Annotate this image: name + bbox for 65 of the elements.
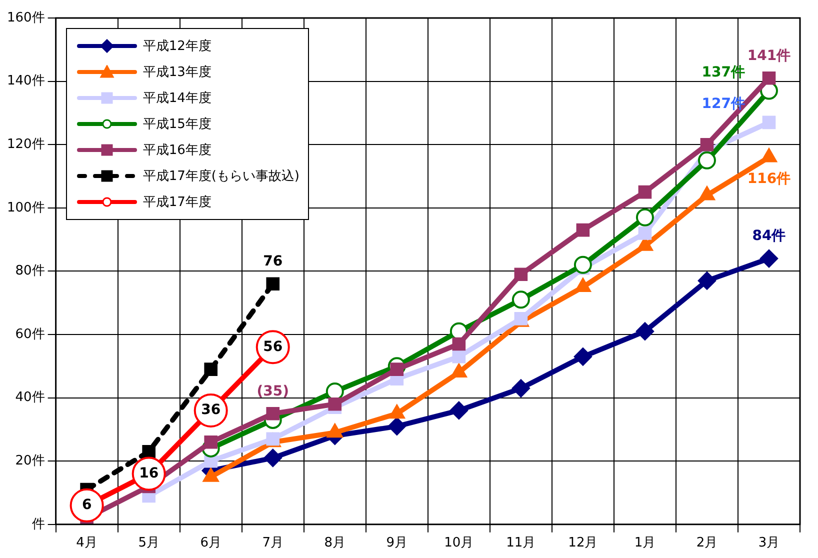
data-label: 36 xyxy=(201,402,221,418)
y-tick-label: 120件 xyxy=(6,136,45,152)
point xyxy=(698,272,716,290)
x-tick-label: 12月 xyxy=(568,536,598,551)
y-tick-label: 140件 xyxy=(6,74,45,89)
data-label: 56 xyxy=(263,338,283,355)
point xyxy=(264,448,282,467)
y-tick-label: 60件 xyxy=(15,326,45,342)
point xyxy=(636,322,654,340)
point xyxy=(762,71,776,85)
y-tick-label: 160件 xyxy=(6,10,45,26)
legend-label: 平成13年度 xyxy=(142,64,212,81)
legend-label: 平成16年度 xyxy=(142,142,212,159)
point xyxy=(514,268,528,282)
data-label: 116件 xyxy=(747,170,791,187)
legend-label: 平成17年度(もらい事故込) xyxy=(142,168,300,185)
x-tick-label: 3月 xyxy=(758,536,780,551)
point xyxy=(266,277,280,291)
y-tick-label: 40件 xyxy=(15,390,45,406)
point xyxy=(204,362,218,376)
point xyxy=(574,256,592,274)
x-tick-label: 6月 xyxy=(200,536,222,551)
x-tick-label: 11月 xyxy=(506,536,536,551)
point xyxy=(762,116,776,130)
point xyxy=(328,397,342,411)
data-label: 84件 xyxy=(752,228,786,244)
point xyxy=(450,401,468,420)
y-tick-label: 80件 xyxy=(15,264,45,279)
point xyxy=(700,138,714,152)
x-tick-label: 9月 xyxy=(386,536,408,551)
legend-label: 平成12年度 xyxy=(142,38,212,55)
data-label: 6 xyxy=(82,497,92,514)
point xyxy=(638,226,652,240)
point xyxy=(512,379,530,398)
data-label: 141件 xyxy=(747,48,791,64)
point xyxy=(204,435,218,449)
point xyxy=(266,406,280,420)
point xyxy=(574,348,592,366)
point xyxy=(452,337,466,351)
legend-label: 平成17年度 xyxy=(142,194,212,211)
point xyxy=(638,185,652,199)
x-tick-label: 5月 xyxy=(138,536,160,551)
point xyxy=(142,444,156,458)
x-tick-label: 2月 xyxy=(696,536,718,551)
y-tick-label: 100件 xyxy=(6,200,45,216)
point xyxy=(636,208,654,226)
point xyxy=(452,350,466,364)
point xyxy=(760,250,778,268)
point xyxy=(576,223,590,237)
x-tick-label: 4月 xyxy=(76,536,98,551)
x-tick-label: 10月 xyxy=(444,536,474,551)
point xyxy=(70,488,104,522)
legend-label: 平成14年度 xyxy=(142,90,212,107)
x-tick-label: 1月 xyxy=(634,536,656,551)
y-tick-label: 件 xyxy=(32,516,45,532)
x-tick-label: 7月 xyxy=(262,536,284,551)
point xyxy=(698,151,716,170)
point xyxy=(512,290,530,309)
data-label: (35) xyxy=(256,383,290,400)
point xyxy=(388,417,406,436)
y-tick-label: 20件 xyxy=(15,453,45,468)
legend-label: 平成15年度 xyxy=(142,116,212,133)
data-label: 76 xyxy=(263,254,283,270)
x-tick-label: 8月 xyxy=(324,536,346,551)
data-label: 16 xyxy=(139,465,159,482)
